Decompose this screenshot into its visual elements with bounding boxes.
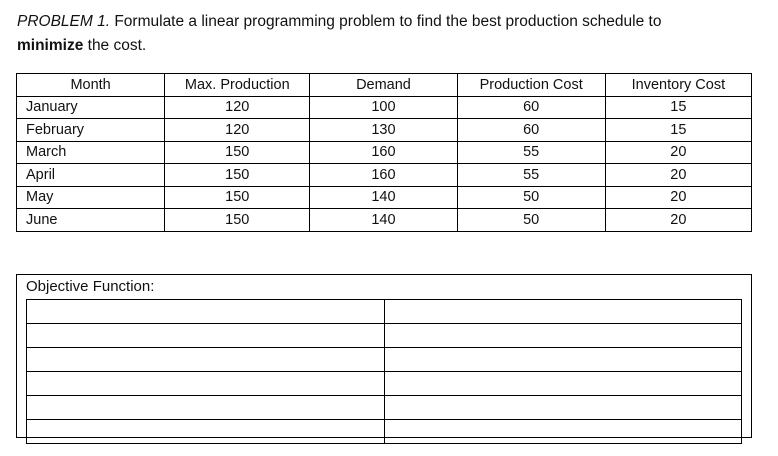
cell-month: January [15, 95, 166, 119]
answer-row [26, 347, 742, 372]
cell-month: April [15, 163, 166, 187]
answer-row [26, 371, 742, 396]
cell-max-production: 150 [164, 185, 311, 209]
problem-statement: PROBLEM 1. Formulate a linear programmin… [17, 10, 767, 58]
production-table: Month Max. Production Demand Production … [15, 73, 753, 232]
answer-row [26, 323, 742, 348]
answer-cell[interactable] [26, 419, 385, 444]
answer-cell[interactable] [26, 395, 385, 420]
cell-max-production: 150 [164, 140, 311, 164]
answer-cell[interactable] [383, 323, 742, 348]
cell-month: May [15, 185, 166, 209]
answer-cell[interactable] [26, 323, 385, 348]
header-month: Month [15, 73, 166, 97]
header-max-production: Max. Production [164, 73, 311, 97]
cell-production-cost: 60 [456, 95, 606, 119]
cell-demand: 160 [309, 140, 458, 164]
table-row: April 150 160 55 20 [15, 163, 753, 187]
header-demand: Demand [309, 73, 458, 97]
cell-month: February [15, 118, 166, 142]
cell-inventory-cost: 20 [604, 163, 753, 187]
answer-cell[interactable] [383, 395, 742, 420]
problem-tail: the cost. [83, 37, 147, 54]
answer-cell[interactable] [383, 299, 742, 324]
cell-production-cost: 60 [456, 118, 606, 142]
cell-production-cost: 50 [456, 185, 606, 209]
table-row: February 120 130 60 15 [15, 118, 753, 142]
cell-inventory-cost: 15 [604, 95, 753, 119]
table-row: May 150 140 50 20 [15, 185, 753, 209]
cell-inventory-cost: 20 [604, 185, 753, 209]
objective-function-box: Objective Function: [16, 274, 752, 444]
problem-label: PROBLEM 1. [17, 13, 111, 30]
cell-demand: 130 [309, 118, 458, 142]
cell-inventory-cost: 15 [604, 118, 753, 142]
answer-row [26, 419, 742, 444]
cell-month: June [15, 208, 166, 232]
cell-max-production: 150 [164, 208, 311, 232]
cell-inventory-cost: 20 [604, 208, 753, 232]
answer-cell[interactable] [26, 299, 385, 324]
cell-demand: 100 [309, 95, 458, 119]
cell-demand: 160 [309, 163, 458, 187]
cell-demand: 140 [309, 208, 458, 232]
problem-text: Formulate a linear programming problem t… [110, 13, 662, 30]
answer-cell[interactable] [383, 371, 742, 396]
answer-grid [26, 299, 742, 444]
answer-cell[interactable] [26, 347, 385, 372]
table-header-row: Month Max. Production Demand Production … [15, 73, 753, 97]
table-row: January 120 100 60 15 [15, 95, 753, 119]
answer-cell[interactable] [26, 371, 385, 396]
answer-row [26, 395, 742, 420]
answer-cell[interactable] [383, 419, 742, 444]
cell-max-production: 120 [164, 95, 311, 119]
cell-max-production: 150 [164, 163, 311, 187]
cell-month: March [15, 140, 166, 164]
header-production-cost: Production Cost [456, 73, 606, 97]
header-inventory-cost: Inventory Cost [604, 73, 753, 97]
problem-bold-word: minimize [17, 37, 84, 54]
cell-max-production: 120 [164, 118, 311, 142]
cell-demand: 140 [309, 185, 458, 209]
cell-production-cost: 50 [456, 208, 606, 232]
cell-production-cost: 55 [456, 140, 606, 164]
table-row: June 150 140 50 20 [15, 208, 753, 232]
table-row: March 150 160 55 20 [15, 140, 753, 164]
answer-row [26, 299, 742, 324]
answer-cell[interactable] [383, 347, 742, 372]
cell-production-cost: 55 [456, 163, 606, 187]
objective-function-label: Objective Function: [26, 278, 155, 295]
cell-inventory-cost: 20 [604, 140, 753, 164]
